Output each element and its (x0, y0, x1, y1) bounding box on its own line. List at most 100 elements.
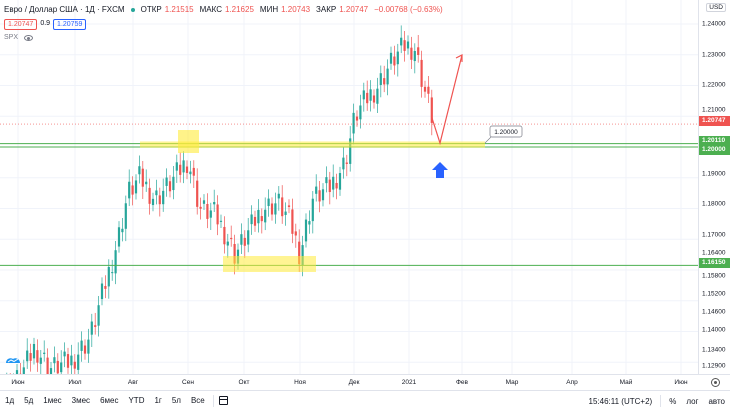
candle-body (70, 355, 73, 366)
candle-body (155, 190, 158, 196)
log-scale-button[interactable]: лог (686, 396, 699, 406)
candle-body (420, 59, 423, 87)
price-tick: 1.16400 (702, 249, 726, 257)
candle-body (26, 350, 29, 362)
price-tick: 1.24000 (702, 20, 726, 28)
candle-body (291, 209, 294, 234)
candle-body (145, 181, 148, 185)
price-axis[interactable]: USD 1.24000 1.23000 1.22000 1.21000 1.19… (698, 0, 730, 374)
range-button-all[interactable]: Все (190, 396, 205, 405)
candle-body (369, 89, 372, 101)
range-button-1m[interactable]: 1мес (43, 396, 62, 405)
candle-body (281, 197, 284, 217)
candle-body (332, 176, 335, 190)
candle-body (257, 209, 260, 224)
candle-body (138, 166, 141, 175)
ohlc-close-value: 1.20747 (339, 5, 369, 14)
calendar-icon[interactable] (218, 396, 228, 405)
auto-scale-button[interactable]: авто (708, 396, 725, 406)
clock-display[interactable]: 15:46:11 (UTC+2) (588, 396, 653, 406)
percent-scale-button[interactable]: % (669, 396, 677, 406)
range-button-6m[interactable]: 6мес (100, 396, 119, 405)
candle-body (223, 226, 226, 245)
candle-body (233, 243, 236, 264)
candle-body (43, 352, 46, 354)
candle-body (270, 203, 274, 215)
candle-body (338, 173, 342, 190)
range-button-5d[interactable]: 5д (24, 396, 34, 405)
chart-area[interactable]: 1.20000 Евро / Доллар США · 1Д · FXCM ОТ… (0, 0, 698, 374)
candle-body (56, 360, 59, 374)
level-price-tag: 1.20000 (699, 145, 730, 155)
symbol-title[interactable]: Евро / Доллар США · 1Д · FXCM (4, 5, 125, 14)
candle-body (87, 339, 90, 354)
candle-body (219, 220, 223, 222)
time-tick: Окт (238, 379, 250, 386)
candle-body (134, 180, 138, 194)
candle-body (264, 209, 267, 223)
candle-body (179, 164, 182, 175)
price-tick: 1.14600 (702, 308, 726, 316)
candle-body (121, 228, 124, 233)
candle-body (383, 78, 386, 85)
candle-body (379, 73, 382, 85)
candle-body (427, 86, 430, 94)
time-axis[interactable]: Июн Июл Авг Сен Окт Ноя Дек 2021 Фев Мар… (0, 374, 730, 390)
candle-body (315, 186, 318, 194)
candle-body (128, 181, 131, 199)
time-tick: Фев (455, 379, 469, 386)
candle-body (274, 203, 277, 215)
candle-body (304, 219, 308, 242)
eye-icon[interactable] (24, 35, 34, 41)
price-tick: 1.14000 (702, 326, 726, 334)
candle-body (230, 237, 233, 240)
candle-body (162, 190, 165, 205)
candle-body (151, 198, 155, 206)
level-price-tag: 1.20110 (699, 136, 730, 146)
candle-body (417, 47, 420, 55)
time-tick: Мар (505, 379, 519, 386)
candle-body (243, 237, 246, 246)
candle-body (107, 266, 110, 287)
candle-body (372, 95, 376, 103)
time-tick: Авг (127, 379, 139, 386)
candle-body (192, 167, 195, 176)
time-tick: Сен (182, 379, 194, 386)
tradingview-logo-icon[interactable] (5, 354, 21, 366)
candle-body (175, 162, 178, 171)
candle-body (386, 68, 389, 85)
candle-body (413, 50, 416, 62)
ohlc-close-label: ЗАКР (316, 5, 337, 14)
candle-body (287, 205, 291, 207)
range-button-ytd[interactable]: YTD (128, 396, 145, 405)
candle-body (182, 160, 185, 173)
price-tick: 1.17000 (702, 231, 726, 239)
buy-button[interactable]: 1.20759 (53, 18, 87, 30)
range-button-5y[interactable]: 5л (171, 396, 181, 405)
sell-button[interactable]: 1.20747 (4, 18, 38, 30)
time-tick: 2021 (401, 379, 417, 386)
indicator-label[interactable]: SPX (4, 34, 19, 41)
candle-body (352, 112, 355, 134)
last-price-tag: 1.20747 (699, 116, 730, 126)
toolbar-divider (212, 394, 214, 407)
time-tick: Июл (68, 379, 82, 386)
candle-body (359, 105, 362, 120)
price-chart[interactable]: 1.20000 (0, 0, 698, 374)
candle-body (172, 176, 175, 191)
candle-body (325, 177, 328, 184)
candle-body (202, 200, 206, 204)
price-tick: 1.15200 (702, 290, 726, 297)
range-button-1y[interactable]: 1г (154, 396, 162, 405)
candle-body (53, 357, 56, 364)
candle-body (83, 345, 87, 354)
candle-body (342, 157, 345, 170)
currency-badge[interactable]: USD (706, 3, 726, 12)
callout-box (489, 125, 523, 138)
gear-icon[interactable] (711, 378, 720, 387)
range-button-1d[interactable]: 1д (5, 396, 15, 405)
candle-body (423, 86, 427, 92)
candle-body (22, 367, 25, 374)
range-button-3m[interactable]: 3мес (71, 396, 91, 405)
market-status-dot (130, 8, 135, 12)
